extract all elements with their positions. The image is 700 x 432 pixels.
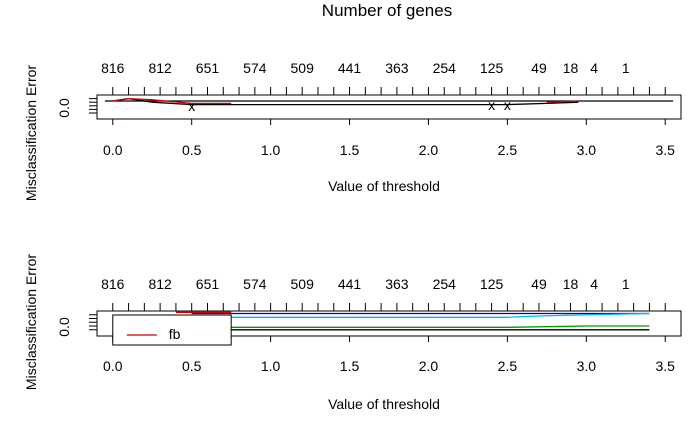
top-axis-label: 816	[101, 60, 125, 76]
y-axis-label: Misclassification Error	[23, 65, 39, 201]
plot-frame	[96, 94, 682, 120]
top-axis-label: 812	[148, 60, 172, 76]
panel-bottom: 0.0 Misclassification Error 0.0 0.5 1.0 1.5 2.…	[23, 254, 682, 412]
chart-title: Number of genes	[322, 1, 452, 20]
top-axis-label: 574	[243, 276, 267, 292]
y-tick-label: 0.0	[56, 98, 72, 118]
x-axis-label: Value of threshold	[328, 396, 440, 412]
x-tick-label: 2.0	[419, 142, 439, 158]
top-axis-label: 49	[531, 276, 547, 292]
x-tick-label: 3.0	[577, 358, 597, 374]
plot-frame	[96, 310, 682, 337]
x-axis-label: Value of threshold	[328, 178, 440, 194]
x-tick-label: 2.5	[498, 358, 518, 374]
top-axis-label: 4	[590, 60, 598, 76]
top-axis-label: 18	[563, 276, 579, 292]
x-marker: x	[188, 98, 195, 114]
legend-label: fb	[169, 326, 181, 342]
top-axis-label: 816	[101, 276, 125, 292]
top-axis-label: 4	[590, 276, 598, 292]
x-tick-label: 2.5	[498, 142, 518, 158]
top-axis-label: 509	[291, 276, 315, 292]
top-axis-label: 509	[291, 60, 315, 76]
x-tick-label: 0.5	[182, 142, 202, 158]
y-axis-label: Misclassification Error	[23, 254, 39, 390]
top-axis-label: 254	[433, 60, 457, 76]
x-tick-label: 3.0	[577, 142, 597, 158]
top-axis-label: 363	[385, 276, 409, 292]
x-tick-label: 0.0	[103, 142, 123, 158]
x-tick-label: 1.0	[261, 142, 281, 158]
x-marker: x	[504, 97, 511, 113]
top-axis-label: 363	[385, 60, 409, 76]
top-axis-label: 1	[622, 276, 630, 292]
top-axis-label: 651	[196, 60, 220, 76]
top-axis-label: 574	[243, 60, 267, 76]
series-line	[112, 97, 232, 105]
x-tick-label: 2.0	[419, 358, 439, 374]
series-line	[546, 100, 579, 103]
x-tick-label: 0.0	[103, 358, 123, 374]
series-line	[231, 325, 650, 328]
top-axis-label: 49	[531, 60, 547, 76]
top-axis-label: 125	[480, 276, 504, 292]
x-tick-label: 1.5	[340, 142, 360, 158]
legend-box	[112, 314, 232, 346]
series-line	[231, 312, 650, 318]
top-axis-label: 441	[338, 60, 362, 76]
y-tick-label: 0.0	[56, 317, 72, 337]
top-axis-label: 651	[196, 276, 220, 292]
top-axis-label: 254	[433, 276, 457, 292]
top-axis-label: 441	[338, 276, 362, 292]
x-tick-label: 3.5	[655, 358, 675, 374]
top-axis-label: 812	[148, 276, 172, 292]
top-axis-label: 1	[622, 60, 630, 76]
series-line	[112, 97, 579, 106]
top-axis-label: 125	[480, 60, 504, 76]
panel-top: 0.0 Misclassification Error 0.0 0.5 1.0 1.5 2.…	[23, 60, 682, 201]
x-tick-label: 1.0	[261, 358, 281, 374]
top-axis-label: 18	[563, 60, 579, 76]
x-marker: x	[488, 97, 495, 113]
x-tick-label: 0.5	[182, 358, 202, 374]
x-tick-label: 3.5	[655, 142, 675, 158]
x-tick-label: 1.5	[340, 358, 360, 374]
